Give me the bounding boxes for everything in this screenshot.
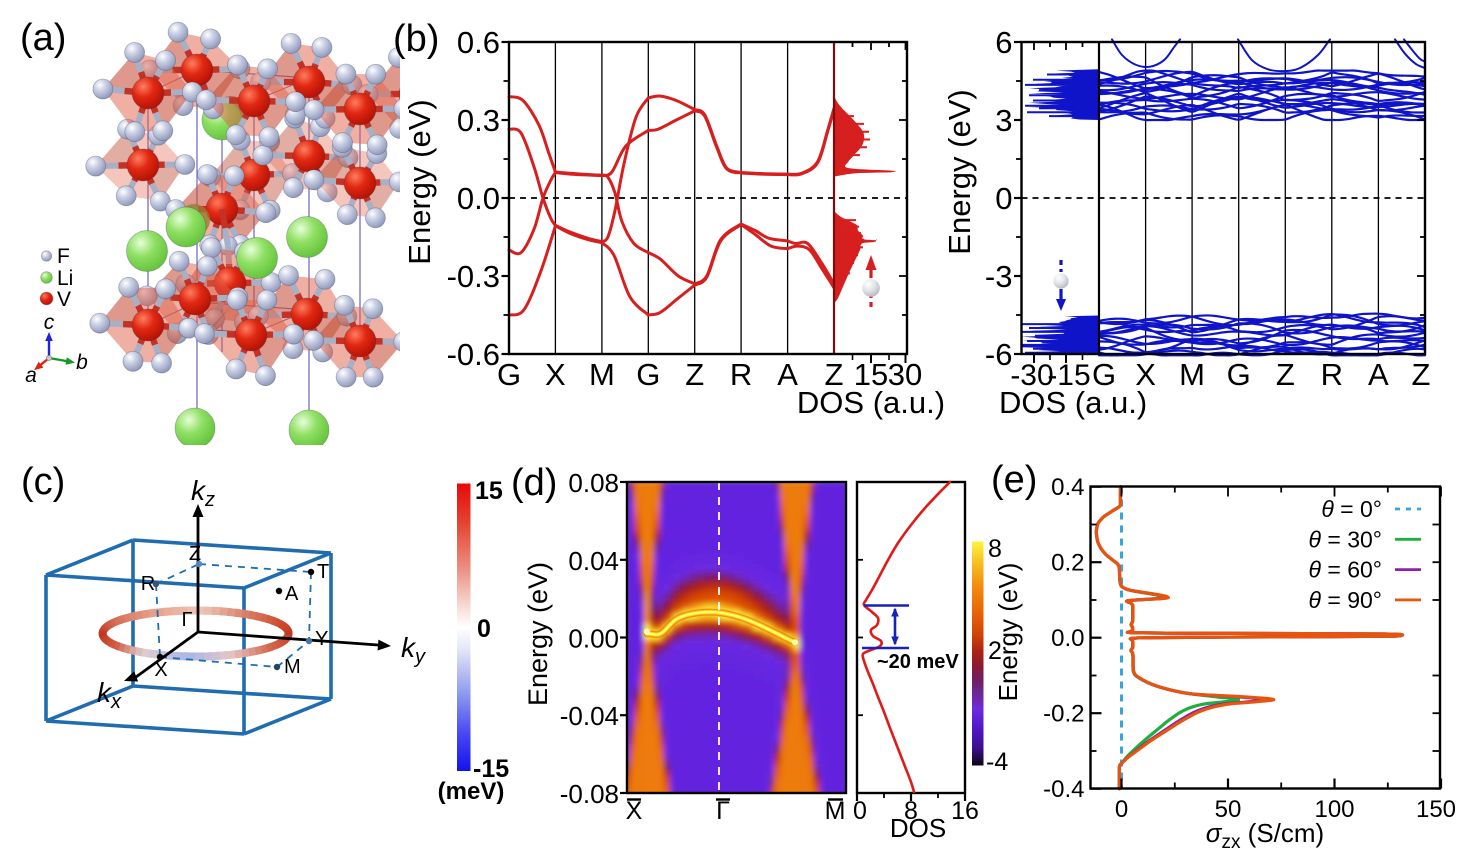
svg-text:Li: Li	[57, 267, 73, 290]
svg-text:(d): (d)	[511, 462, 557, 504]
svg-text:Energy (eV): Energy (eV)	[402, 99, 437, 264]
svg-text:DOS (a.u.): DOS (a.u.)	[999, 385, 1147, 420]
svg-text:X: X	[626, 797, 643, 825]
svg-text:R: R	[730, 357, 752, 392]
svg-text:-0.04: -0.04	[560, 701, 619, 731]
svg-text:0.00: 0.00	[568, 624, 619, 654]
svg-text:θ = 60°: θ = 60°	[1309, 557, 1382, 583]
svg-text:-0.08: -0.08	[560, 779, 619, 809]
svg-text:Z: Z	[1412, 357, 1431, 392]
svg-text:0: 0	[1115, 796, 1128, 823]
svg-text:θ = 30°: θ = 30°	[1309, 526, 1382, 552]
svg-text:0.4: 0.4	[1051, 474, 1084, 501]
svg-text:θ = 0°: θ = 0°	[1321, 496, 1382, 522]
svg-text:T: T	[317, 561, 329, 583]
svg-text:-3: -3	[985, 259, 1013, 294]
svg-text:~20 meV: ~20 meV	[877, 651, 959, 673]
svg-text:Z: Z	[685, 357, 704, 392]
svg-text:3: 3	[995, 103, 1012, 138]
svg-text:A: A	[285, 583, 299, 605]
svg-text:b: b	[76, 351, 88, 374]
svg-text:M: M	[284, 656, 301, 678]
svg-text:θ = 90°: θ = 90°	[1309, 587, 1382, 613]
svg-text:150: 150	[1416, 796, 1456, 823]
svg-text:G: G	[497, 357, 521, 392]
svg-text:(e): (e)	[991, 459, 1037, 501]
svg-text:F: F	[57, 245, 70, 268]
svg-text:Z: Z	[1276, 357, 1295, 392]
svg-text:0.6: 0.6	[457, 25, 500, 60]
svg-text:a: a	[25, 364, 37, 387]
svg-text:R: R	[141, 573, 155, 595]
svg-text:-6: -6	[985, 337, 1013, 372]
svg-text:DOS (a.u.): DOS (a.u.)	[797, 385, 945, 420]
svg-text:G: G	[1227, 357, 1251, 392]
svg-text:X: X	[154, 659, 167, 681]
svg-text:0: 0	[477, 615, 491, 643]
svg-text:(meV): (meV)	[438, 778, 505, 805]
svg-text:0.3: 0.3	[457, 103, 500, 138]
svg-text:R: R	[1321, 357, 1343, 392]
svg-text:A: A	[777, 357, 798, 392]
svg-text:M: M	[825, 797, 846, 825]
svg-text:M: M	[1179, 357, 1205, 392]
svg-text:0: 0	[995, 181, 1012, 216]
svg-text:Z: Z	[189, 543, 201, 565]
svg-text:Γ: Γ	[716, 797, 730, 825]
svg-text:8: 8	[988, 535, 1002, 563]
svg-text:Energy (eV): Energy (eV)	[942, 89, 977, 254]
svg-text:-0.2: -0.2	[1043, 701, 1084, 728]
svg-text:-0.3: -0.3	[447, 259, 500, 294]
svg-text:0.08: 0.08	[568, 468, 619, 498]
svg-text:V: V	[57, 288, 71, 311]
svg-text:0: 0	[853, 797, 867, 825]
svg-text:15: 15	[475, 477, 503, 505]
svg-text:c: c	[44, 311, 55, 334]
svg-text:16: 16	[951, 797, 979, 825]
svg-text:Y: Y	[315, 628, 328, 650]
svg-text:0.0: 0.0	[1051, 625, 1084, 652]
svg-text:-0.4: -0.4	[1043, 776, 1084, 803]
svg-text:-4: -4	[986, 748, 1008, 776]
svg-text:A: A	[1368, 357, 1389, 392]
svg-text:Energy (eV): Energy (eV)	[523, 562, 553, 706]
svg-text:(a): (a)	[20, 17, 66, 59]
svg-text:G: G	[636, 357, 660, 392]
svg-text:(b): (b)	[393, 18, 439, 60]
svg-text:M: M	[589, 357, 615, 392]
svg-text:0.0: 0.0	[457, 181, 500, 216]
svg-text:6: 6	[995, 25, 1012, 60]
svg-text:-0.6: -0.6	[447, 337, 500, 372]
svg-text:Energy (eV): Energy (eV)	[993, 563, 1023, 702]
svg-text:Γ: Γ	[181, 609, 192, 631]
svg-text:(c): (c)	[21, 461, 65, 503]
svg-text:X: X	[545, 357, 566, 392]
svg-text:0.2: 0.2	[1051, 550, 1084, 577]
svg-text:DOS: DOS	[890, 813, 946, 843]
svg-text:0.04: 0.04	[568, 546, 619, 576]
